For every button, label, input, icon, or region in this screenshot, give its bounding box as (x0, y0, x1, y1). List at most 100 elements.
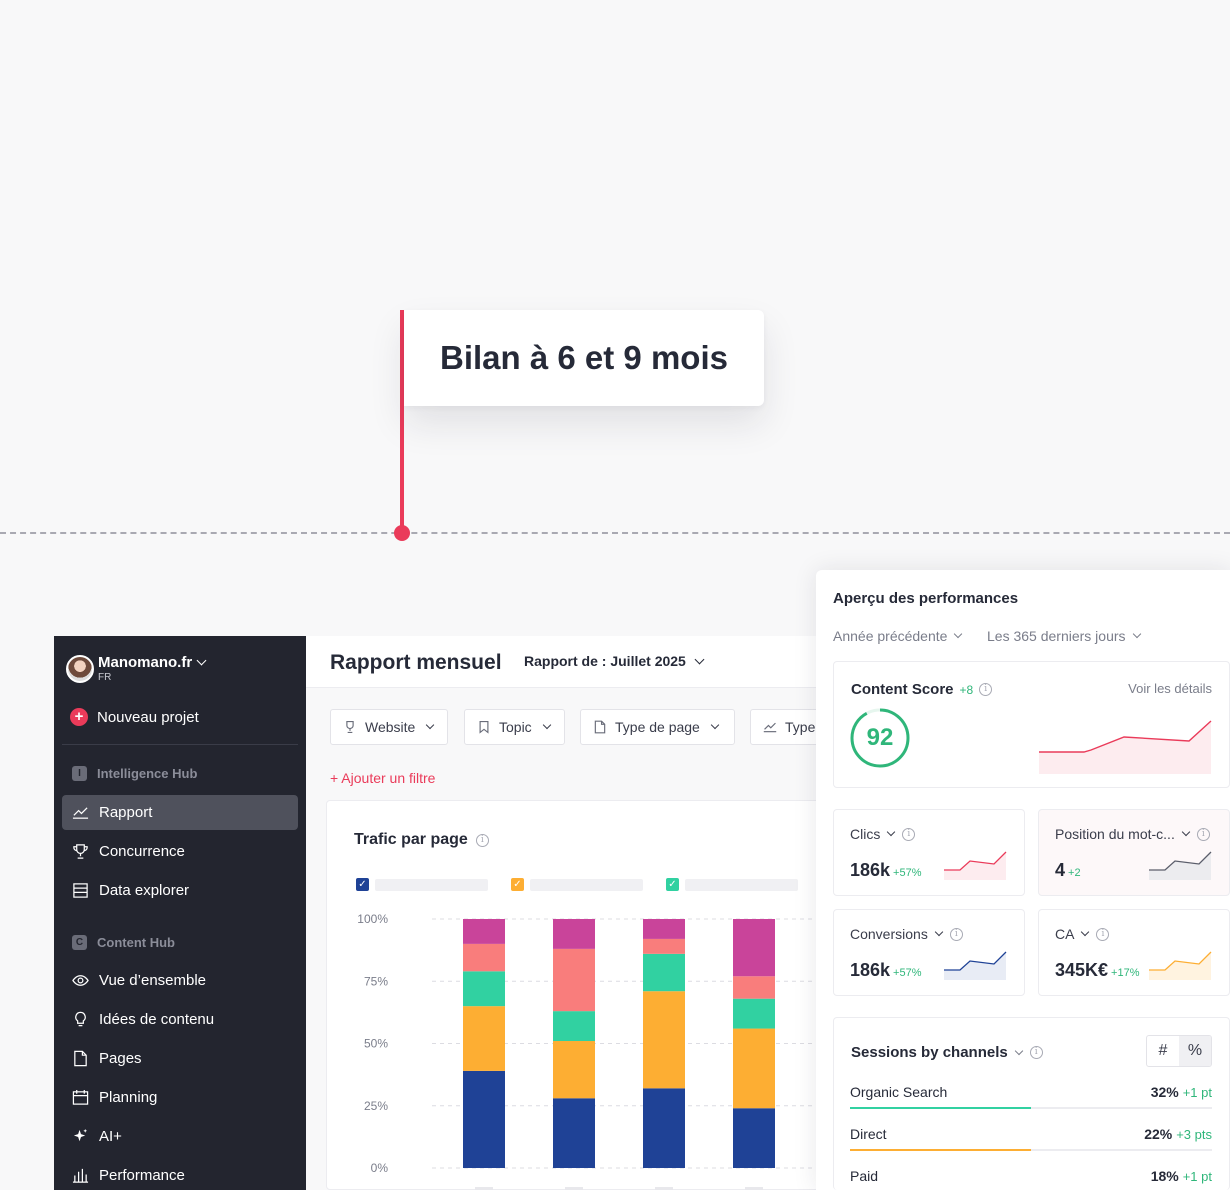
filter-label: Type de page (615, 719, 700, 735)
filter-topic[interactable]: Topic (464, 709, 565, 745)
metric-value: 186k (850, 960, 891, 980)
date-range-select[interactable]: Les 365 derniers jours (987, 628, 1141, 644)
ca-sparkline (1149, 951, 1212, 980)
bar-segment (643, 953, 685, 992)
bar-segment (553, 1041, 595, 1099)
bar-segment (553, 919, 595, 949)
sidebar-item-data-explorer[interactable]: Data explorer (62, 873, 298, 908)
sidebar-item-ai[interactable]: AI+ (62, 1119, 298, 1154)
chevron-down-icon (1081, 927, 1090, 937)
info-icon[interactable]: i (949, 927, 963, 941)
channel-bar (850, 1149, 1031, 1151)
sidebar-item-label: AI+ (99, 1128, 122, 1145)
channel-delta: +1 pt (1182, 1085, 1212, 1100)
chevron-down-icon (1132, 629, 1141, 639)
comparison-period-select[interactable]: Année précédente (833, 628, 963, 644)
checkbox-icon: ✓ (356, 878, 369, 891)
checkbox-icon: ✓ (666, 878, 679, 891)
conversions-sparkline (944, 951, 1007, 980)
report-date-value: Juillet 2025 (610, 653, 686, 669)
channel-delta: +1 pt (1182, 1169, 1212, 1184)
x-tick-placeholder (565, 1187, 583, 1190)
chevron-down-icon (887, 827, 896, 837)
sessions-card: Sessions by channels i # % Organic Searc… (833, 1017, 1230, 1190)
timeline-line (0, 532, 1230, 534)
chevron-down-icon[interactable] (1014, 1046, 1023, 1055)
metric-label: CA (1055, 926, 1075, 942)
date-range-value: Les 365 derniers jours (987, 628, 1126, 644)
milestone-marker-line (400, 310, 404, 532)
content-score-card: Content Score +8 i Voir les détails 92 (833, 661, 1230, 788)
sidebar-item-rapport[interactable]: Rapport (62, 795, 298, 830)
info-icon[interactable]: i (902, 827, 916, 841)
bar-segment (463, 943, 505, 972)
filter-label: Topic (499, 719, 532, 735)
toggle-count[interactable]: # (1158, 1042, 1168, 1059)
sidebar-item-performance[interactable]: Performance (62, 1158, 298, 1190)
y-tick-label: 75% (364, 974, 388, 988)
filter-website[interactable]: Website (330, 709, 448, 745)
page-icon (594, 720, 606, 734)
bar-segment (463, 1006, 505, 1071)
chart-title: Trafic par page i (354, 831, 489, 849)
filter-type-de-page[interactable]: Type de page (580, 709, 735, 745)
report-date-prefix: Rapport de : (524, 653, 607, 669)
sidebar-item-concurrence[interactable]: Concurrence (62, 834, 298, 869)
metric-value: 345K€ (1055, 960, 1109, 980)
bar-segment (553, 1098, 595, 1168)
bar-segment (463, 919, 505, 944)
metric-card-ca[interactable]: CA i 345K€ +17% (1038, 909, 1230, 996)
channel-name: Direct (850, 1126, 887, 1142)
legend-item[interactable]: ✓ (356, 878, 488, 891)
bar-segment (553, 948, 595, 1012)
content-score-title: Content Score (851, 681, 954, 698)
page-title: Rapport mensuel (330, 651, 502, 674)
content-score-value: 92 (866, 724, 894, 751)
legend-label-placeholder (375, 878, 488, 891)
info-icon[interactable]: i (979, 683, 993, 696)
sidebar-item-vue-ensemble[interactable]: Vue d’ensemble (62, 963, 298, 998)
eye-icon (72, 975, 89, 986)
metric-card-conversions[interactable]: Conversions i 186k +57% (833, 909, 1025, 996)
sidebar-item-pages[interactable]: Pages (62, 1041, 298, 1076)
report-date-selector[interactable]: Rapport de : Juillet 2025 (524, 653, 705, 669)
info-icon[interactable]: i (1096, 927, 1110, 941)
main-header: Rapport mensuel Rapport de : Juillet 202… (306, 636, 830, 688)
sidebar-item-label: Concurrence (99, 843, 185, 860)
trend-icon (763, 722, 777, 733)
sidebar-item-idees[interactable]: Idées de contenu (62, 1002, 298, 1037)
legend-item[interactable]: ✓ (511, 878, 643, 891)
new-project-button[interactable]: + Nouveau projet (70, 708, 199, 726)
metric-card-position[interactable]: Position du mot-c... i 4 +2 (1038, 809, 1230, 896)
position-sparkline (1149, 851, 1212, 880)
bar-segment (463, 1070, 505, 1168)
metric-delta: +2 (1068, 867, 1081, 879)
legend-item[interactable]: ✓ (666, 878, 798, 891)
filter-label: Type (785, 719, 816, 735)
info-icon[interactable]: i (1196, 827, 1210, 841)
metric-delta: +17% (1111, 967, 1140, 979)
toggle-percent[interactable]: % (1179, 1036, 1211, 1066)
content-hub-icon: C (72, 935, 87, 950)
y-tick-label: 0% (371, 1161, 389, 1175)
sidebar-item-label: Data explorer (99, 882, 190, 899)
chevron-down-icon (710, 720, 720, 730)
score-arc (850, 708, 910, 768)
sparkle-icon (73, 1128, 88, 1142)
metric-delta: +57% (893, 967, 922, 979)
add-filter-button[interactable]: + Ajouter un filtre (330, 770, 436, 786)
channel-row: Direct 22% +3 pts (850, 1126, 1212, 1151)
sidebar-item-planning[interactable]: Planning (62, 1080, 298, 1115)
bar-segment (733, 919, 775, 977)
value-mode-toggle[interactable]: # % (1146, 1035, 1212, 1067)
channel-name: Organic Search (850, 1084, 948, 1100)
view-details-link[interactable]: Voir les détails (1128, 681, 1212, 696)
info-icon[interactable]: i (1029, 1046, 1043, 1059)
info-icon[interactable]: i (475, 833, 489, 847)
project-name: Manomano.fr (98, 654, 193, 671)
trophy-icon (73, 844, 88, 859)
comparison-period-value: Année précédente (833, 628, 948, 644)
project-switcher[interactable]: Manomano.fr FR (66, 654, 207, 683)
metric-card-clics[interactable]: Clics i 186k +57% (833, 809, 1025, 896)
chevron-down-icon (196, 655, 207, 666)
